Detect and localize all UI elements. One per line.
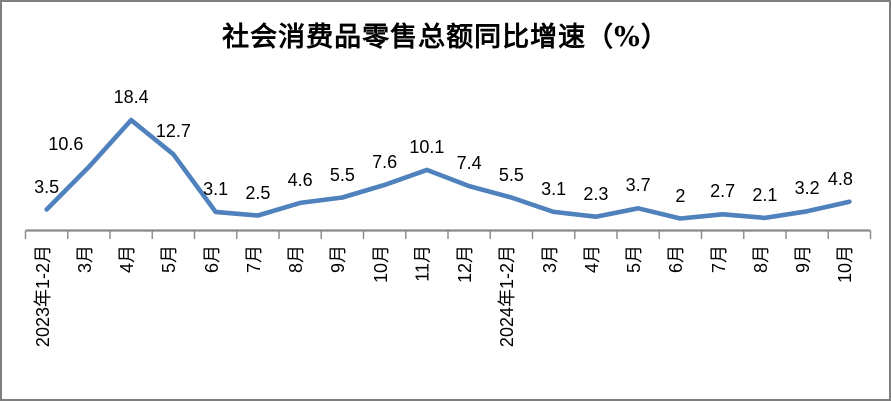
chart-title: 社会消费品零售总额同比增速（%）: [222, 22, 669, 53]
data-label: 4.8: [827, 168, 853, 189]
data-label: 5.5: [498, 164, 524, 185]
x-axis-label: 11月: [412, 245, 433, 282]
data-label: 7.4: [456, 153, 482, 174]
x-axis-label: 5月: [624, 245, 645, 274]
data-label: 18.4: [113, 87, 149, 108]
x-axis-label: 8月: [286, 245, 307, 274]
data-label: 2.3: [583, 183, 609, 204]
x-axis-label: 4月: [581, 245, 602, 274]
data-label: 3.5: [34, 176, 60, 197]
x-axis-label: 9月: [328, 245, 349, 274]
data-label: 2: [675, 185, 686, 206]
x-axis-label: 5月: [159, 245, 180, 274]
data-label: 4.6: [287, 169, 313, 190]
data-label: 10.1: [409, 136, 445, 157]
x-axis-label: 2024年1-2月: [497, 245, 518, 348]
x-axis-label: 2023年1-2月: [32, 245, 53, 348]
x-axis-ticks: [24, 230, 872, 239]
data-label: 2.5: [245, 182, 271, 203]
data-label: 12.7: [155, 121, 191, 142]
data-label: 7.6: [372, 151, 398, 172]
data-label: 3.1: [541, 178, 567, 199]
x-axis-label: 12月: [455, 245, 476, 284]
x-axis-label: 3月: [539, 245, 560, 274]
x-axis-label: 10月: [370, 245, 391, 284]
x-axis-label: 3月: [74, 245, 95, 274]
x-axis-label: 6月: [201, 245, 222, 274]
data-label: 2.1: [752, 184, 778, 205]
data-label: 3.2: [794, 178, 820, 199]
x-axis-label: 6月: [666, 245, 687, 274]
data-label: 5.5: [329, 164, 355, 185]
line-series: [44, 117, 852, 221]
x-axis-label: 10月: [835, 245, 856, 284]
x-axis-label: 7月: [708, 245, 729, 274]
x-axis-label: 8月: [750, 245, 771, 274]
data-label: 3.7: [625, 175, 651, 196]
data-label: 2.7: [710, 181, 736, 202]
data-label: 3.1: [203, 178, 229, 199]
data-label: 10.6: [48, 133, 84, 154]
x-axis-label: 7月: [243, 245, 264, 274]
x-axis-label: 4月: [117, 245, 138, 274]
x-axis-label: 9月: [793, 245, 814, 274]
